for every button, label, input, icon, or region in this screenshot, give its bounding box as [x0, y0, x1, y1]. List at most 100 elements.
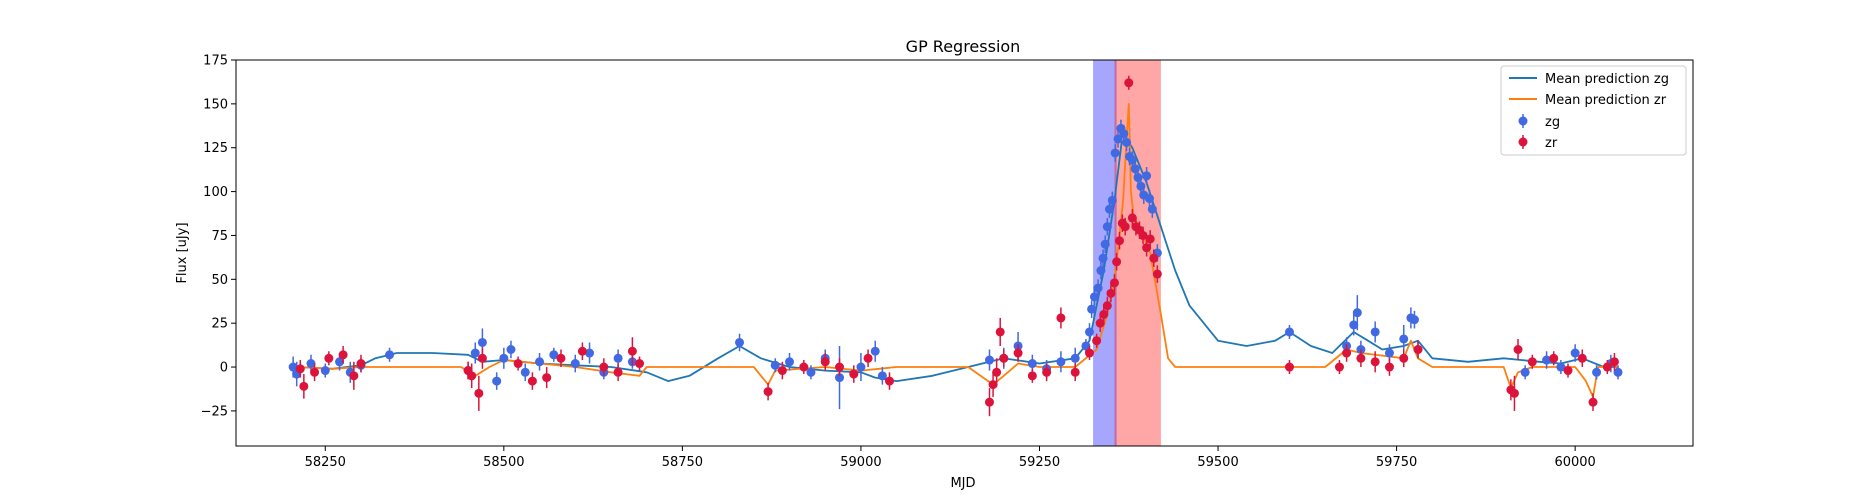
y-axis-label: Flux [uJy]: [175, 222, 190, 283]
point-zg-23: [770, 360, 780, 370]
point-zg-64: [1284, 327, 1294, 337]
point-zg-79: [1592, 367, 1602, 377]
point-zr-27: [885, 376, 895, 386]
point-zr-74: [1602, 362, 1612, 372]
data-points: [288, 75, 1623, 417]
point-zg-44: [1098, 253, 1108, 263]
point-zr-50: [1127, 213, 1137, 223]
y-tick-label-175: 175: [203, 54, 228, 69]
point-zg-4: [335, 357, 345, 367]
point-zr-12: [527, 376, 537, 386]
point-zr-43: [1106, 288, 1116, 298]
point-zg-37: [1070, 353, 1080, 363]
y-tick-label--25: −25: [201, 404, 228, 419]
x-tick-label-59500: 59500: [1197, 455, 1238, 470]
point-zr-40: [1095, 318, 1105, 328]
x-axis-label: MJD: [950, 476, 975, 491]
y-tick-label-50: 50: [211, 273, 228, 288]
point-zr-72: [1577, 353, 1587, 363]
point-zg-70: [1384, 348, 1394, 358]
point-zr-48: [1120, 222, 1130, 232]
point-zr-20: [763, 387, 773, 397]
point-zg-2: [306, 359, 316, 369]
point-zg-18: [585, 348, 595, 358]
point-zr-54: [1142, 243, 1152, 253]
point-zg-42: [1093, 283, 1103, 293]
x-tick-label-58500: 58500: [483, 455, 524, 470]
point-zg-11: [492, 376, 502, 386]
point-zr-26: [863, 353, 873, 363]
point-zr-34: [1027, 371, 1037, 381]
point-zg-78: [1570, 348, 1580, 358]
y-tick-label-100: 100: [203, 185, 228, 200]
point-zr-53: [1138, 230, 1148, 240]
point-zg-24: [785, 357, 795, 367]
point-zg-14: [520, 367, 530, 377]
point-zr-21: [777, 366, 787, 376]
point-zg-69: [1370, 327, 1380, 337]
point-zg-46: [1102, 222, 1112, 232]
point-zr-60: [1342, 348, 1352, 358]
y-tick-label-125: 125: [203, 141, 228, 156]
point-zr-35: [1042, 367, 1052, 377]
point-zg-48: [1107, 195, 1117, 205]
point-zg-39: [1084, 327, 1094, 337]
point-zg-66: [1349, 320, 1359, 330]
point-zg-71: [1399, 334, 1409, 344]
point-zr-11: [513, 359, 523, 369]
point-zg-43: [1096, 266, 1106, 276]
point-zr-31: [995, 327, 1005, 337]
point-zr-68: [1513, 345, 1523, 354]
legend-label-zg-line: Mean prediction zg: [1545, 72, 1669, 87]
point-zr-38: [1084, 348, 1094, 358]
point-zr-55: [1145, 234, 1155, 244]
point-zr-0: [295, 364, 305, 374]
series-zr-points: [295, 75, 1619, 417]
point-zg-3: [320, 366, 330, 376]
legend: Mean prediction zg Mean prediction zr zg…: [1500, 65, 1687, 156]
point-zr-39: [1092, 336, 1102, 346]
point-zg-38: [1081, 341, 1091, 351]
point-zr-28: [984, 397, 994, 407]
point-zg-16: [549, 350, 559, 360]
point-zr-57: [1152, 269, 1162, 279]
point-zg-15: [535, 357, 545, 367]
point-zr-63: [1384, 362, 1394, 372]
x-tick-label-59000: 59000: [840, 455, 881, 470]
y-tick-label-0: 0: [220, 361, 228, 376]
point-zr-24: [835, 362, 845, 372]
point-zr-15: [577, 346, 587, 356]
point-zr-1: [299, 381, 309, 391]
y-tick-label-75: 75: [211, 229, 228, 244]
point-zg-81: [1613, 367, 1623, 377]
point-zr-41: [1099, 309, 1109, 319]
point-zr-32: [999, 353, 1009, 363]
point-zr-59: [1334, 362, 1344, 372]
point-zg-73: [1409, 315, 1419, 325]
point-zg-75: [1520, 367, 1530, 377]
point-zr-2: [310, 367, 320, 377]
point-zr-44: [1109, 278, 1119, 288]
x-tick-label-59750: 59750: [1376, 455, 1417, 470]
x-axis: 58250 58500 58750 59000 59250 59500 59750 60000: [305, 446, 1596, 470]
point-zr-8: [467, 371, 477, 381]
point-zg-62: [1147, 204, 1157, 214]
point-zr-17: [613, 367, 623, 377]
point-zr-33: [1013, 348, 1023, 358]
point-zr-5: [349, 371, 359, 381]
point-zr-25: [849, 369, 859, 379]
point-zr-29: [988, 380, 998, 390]
point-zr-69: [1527, 357, 1537, 367]
point-zg-10: [477, 337, 487, 347]
point-zr-13: [542, 373, 552, 383]
y-tick-label-150: 150: [203, 97, 228, 112]
point-zr-56: [1149, 253, 1159, 263]
legend-label-zr-line: Mean prediction zr: [1545, 93, 1667, 108]
legend-swatch-zg-point: [1518, 116, 1528, 126]
point-zg-36: [1056, 357, 1066, 367]
point-zr-9: [474, 388, 484, 398]
x-tick-label-58750: 58750: [662, 455, 703, 470]
point-zr-70: [1549, 353, 1559, 363]
point-zr-42: [1102, 301, 1112, 311]
